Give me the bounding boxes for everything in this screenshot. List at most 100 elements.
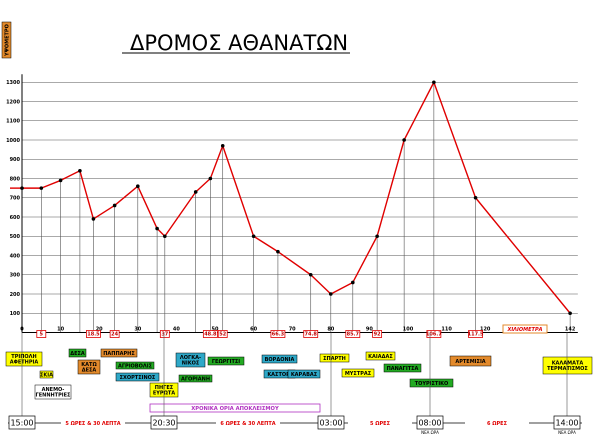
km-marker-label: 52 (219, 332, 226, 338)
km-marker-label: 37 (161, 332, 168, 338)
data-point (308, 272, 313, 277)
y-tick-label: 500 (10, 234, 21, 240)
checkpoint-label: ΔΕΣΑ (70, 351, 85, 357)
checkpoint-label: ΓΕΩΡΓΙΤΣΙ (212, 359, 240, 365)
y-tick-label: 900 (10, 157, 21, 163)
checkpoint-box (341, 368, 375, 378)
checkpoint-box (383, 363, 422, 373)
time-subnote: ΝΕΑ ΩΡΑ (558, 430, 576, 435)
axis-ticks: 1002003004005006007008009001000110012001… (6, 80, 576, 332)
y-axis-label-box (1, 21, 12, 59)
checkpoint-box (542, 356, 593, 375)
y-tick-label: 100 (10, 311, 21, 317)
x-tick-label: 110 (441, 327, 452, 333)
km-marker-label: 48.8 (204, 332, 217, 338)
checkpoint-box (207, 356, 245, 366)
checkpoint-box (261, 354, 298, 364)
x-axis-label: ΧΙΛΙΟΜΕΤΡΑ (506, 327, 542, 333)
checkpoint-box (178, 374, 213, 383)
data-point (220, 143, 225, 148)
km-markers: 5 18.5 24 37 48.8 52 66.3 74.8 85.7 92 106.7 117.5 (36, 330, 484, 338)
checkpoint-label: ΑΝΕΜΟ- (42, 387, 65, 393)
data-point (39, 186, 44, 190)
data-point (58, 178, 63, 183)
data-point (351, 280, 355, 285)
km-marker-label: 117.5 (468, 332, 484, 338)
chart-title: ΔΡΟΜΟΣ ΑΘΑΝΑΤΩΝ (130, 31, 348, 55)
y-tick-label: 1000 (6, 138, 20, 144)
data-point (329, 292, 333, 296)
checkpoint-label: ΚΑΡΑΒΑΣ (291, 372, 318, 378)
checkpoint-label: ΔΕΣΑ (82, 368, 97, 374)
checkpoint-box (68, 348, 87, 358)
x-tick-label: 100 (403, 327, 414, 333)
time-value: 15:00 (10, 419, 33, 428)
y-tick-label: 700 (10, 196, 21, 202)
data-point (20, 186, 24, 190)
checkpoint-label: ΠΑΝΑΓΙΤΣΑ (387, 366, 419, 372)
km-marker-label: 5 (40, 332, 44, 338)
checkpoint-label: ΑΓΟΡΙΑΝΗ (181, 376, 210, 382)
data-point (375, 234, 379, 239)
data-point (78, 169, 82, 173)
checkpoint-label: ΛΟΓΚΑ- (180, 355, 201, 361)
x-tick-label: 50 (212, 327, 219, 333)
x-tick-label: 40 (173, 327, 180, 333)
km-marker-box (345, 330, 361, 338)
checkpoint-label: ΚΑΙΑΔΑΣ (368, 354, 393, 360)
duration-bg (61, 419, 125, 427)
checkpoint-box (409, 378, 454, 388)
y-tick-label: 1100 (6, 119, 20, 125)
checkpoint-label: ΣΚΙΑ (40, 372, 53, 378)
checkpoint-label: ΒΟΡΔΟΝΙΑ (265, 357, 295, 363)
y-tick-label: 800 (10, 176, 21, 182)
data-point (136, 184, 140, 188)
y-tick-label: 200 (10, 292, 21, 298)
checkpoint-box (115, 361, 155, 370)
y-tick-label: 1200 (6, 99, 20, 105)
time-box (416, 415, 444, 430)
time-value: 20:30 (152, 419, 175, 428)
checkpoint-label: ΝΙΚΟΣ (182, 361, 200, 367)
data-point (276, 249, 280, 254)
data-point (251, 234, 256, 239)
km-marker-box (202, 330, 218, 338)
data-point (432, 80, 436, 85)
km-marker-label: 18.5 (87, 332, 100, 338)
km-marker-box (109, 330, 120, 338)
checkpoint-label: ΚΑΤΩ (81, 362, 97, 368)
checkpoint-label: ΑΡΤΕΜΙΣΙΑ (455, 359, 485, 365)
x-tick-label: 90 (366, 327, 373, 333)
km-marker-box (468, 330, 483, 338)
time-subnote: ΝΕΑ ΩΡΑ (421, 430, 439, 435)
data-point (568, 311, 572, 316)
data-point (155, 226, 159, 231)
data-point (402, 138, 406, 142)
x-tick-label: 120 (480, 327, 491, 333)
grid (22, 81, 578, 314)
km-marker-label: 92 (374, 332, 381, 338)
data-point (112, 203, 117, 208)
duration-label: 6 ΩΡΕΣ & 30 ΛΕΠΤΑ (220, 421, 275, 427)
x-axis-label-box (502, 324, 548, 334)
km-marker-label: 66.3 (272, 332, 285, 338)
km-marker-box (86, 330, 101, 338)
checkpoint-box (365, 351, 396, 361)
km-marker-box (426, 330, 442, 338)
elevation-series (10, 80, 572, 316)
time-box (553, 415, 581, 430)
checkpoint-label: ΜΥΣΤΡΑΣ (345, 371, 372, 377)
km-marker-box (159, 330, 170, 338)
x-tick-label: 80 (327, 327, 334, 333)
data-point (208, 176, 213, 181)
checkpoint-label: ΑΦΕΤΗΡΙΑ (10, 360, 39, 366)
duration-bg (465, 419, 529, 427)
km-marker-label: 74.8 (305, 332, 318, 338)
duration-bg (216, 419, 280, 427)
duration-label: 5 ΩΡΕΣ & 30 ΛΕΠΤΑ (65, 421, 120, 427)
x-tick-label: 70 (289, 327, 296, 333)
checkpoint-box (77, 359, 101, 375)
km-marker-label: 85.7 (347, 332, 360, 338)
checkpoint-label: ΑΓΡΙΟΒΟΛΙΣ (118, 363, 153, 369)
checkpoint-box (175, 352, 206, 368)
